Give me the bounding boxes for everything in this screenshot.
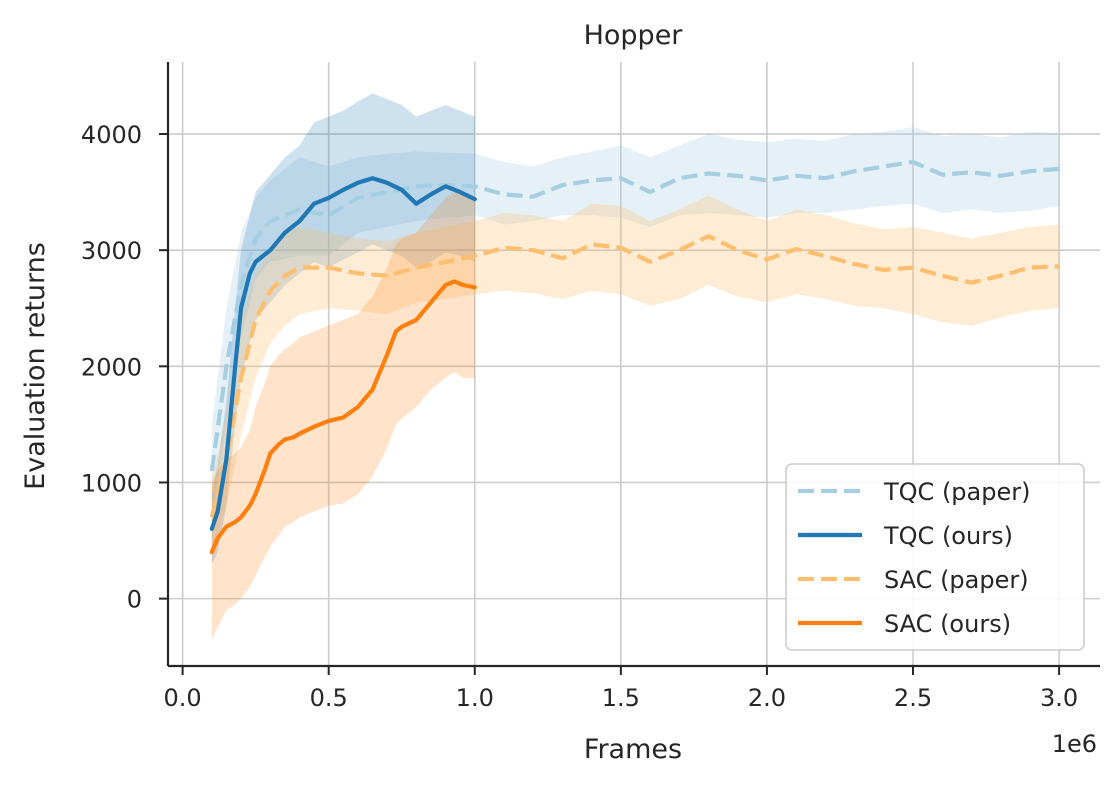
x-tick-label: 0.5 <box>310 684 348 712</box>
y-tick-label: 4000 <box>81 121 142 149</box>
x-tick-label: 2.5 <box>894 684 932 712</box>
band-sac-paper <box>211 195 1060 553</box>
legend-label: SAC (paper) <box>884 566 1029 594</box>
grid-lines <box>168 62 1100 666</box>
x-axis-label: Frames <box>584 734 682 765</box>
series-lines <box>209 159 1060 555</box>
axes <box>166 62 1100 668</box>
y-tick-label: 2000 <box>81 353 142 381</box>
x-tick-label: 2.0 <box>748 684 786 712</box>
legend-label: SAC (ours) <box>884 610 1011 638</box>
line-tqc-ours <box>209 176 477 532</box>
legend-label: TQC (paper) <box>883 478 1030 506</box>
x-axis-offset-label: 1e6 <box>1052 730 1097 758</box>
legend-box <box>785 463 1085 651</box>
line-sac-ours <box>209 279 477 555</box>
legend: TQC (paper) TQC (ours) SAC (paper) SAC (our… <box>785 463 1085 651</box>
y-tick-label: 3000 <box>81 237 142 265</box>
y-axis-label: Evaluation returns <box>20 242 51 490</box>
y-tick-label: 0 <box>127 586 142 614</box>
x-tick-label: 1.5 <box>602 684 640 712</box>
band-tqc-paper <box>211 127 1060 518</box>
x-tick-label: 0.0 <box>164 684 202 712</box>
x-tick-label: 1.0 <box>456 684 494 712</box>
line-sac-paper <box>209 234 1060 518</box>
line-tqc-paper <box>209 159 1060 472</box>
band-tqc-ours <box>211 93 475 564</box>
x-tick-label: 3.0 <box>1040 684 1078 712</box>
tick-marks-and-labels: 0.0 0.5 1.0 1.5 2.0 2.5 3.0 0 1000 2000 3000 4000 <box>81 121 1078 712</box>
chart-title: Hopper <box>584 20 684 51</box>
y-tick-label: 1000 <box>81 469 142 497</box>
legend-label: TQC (ours) <box>883 522 1013 550</box>
